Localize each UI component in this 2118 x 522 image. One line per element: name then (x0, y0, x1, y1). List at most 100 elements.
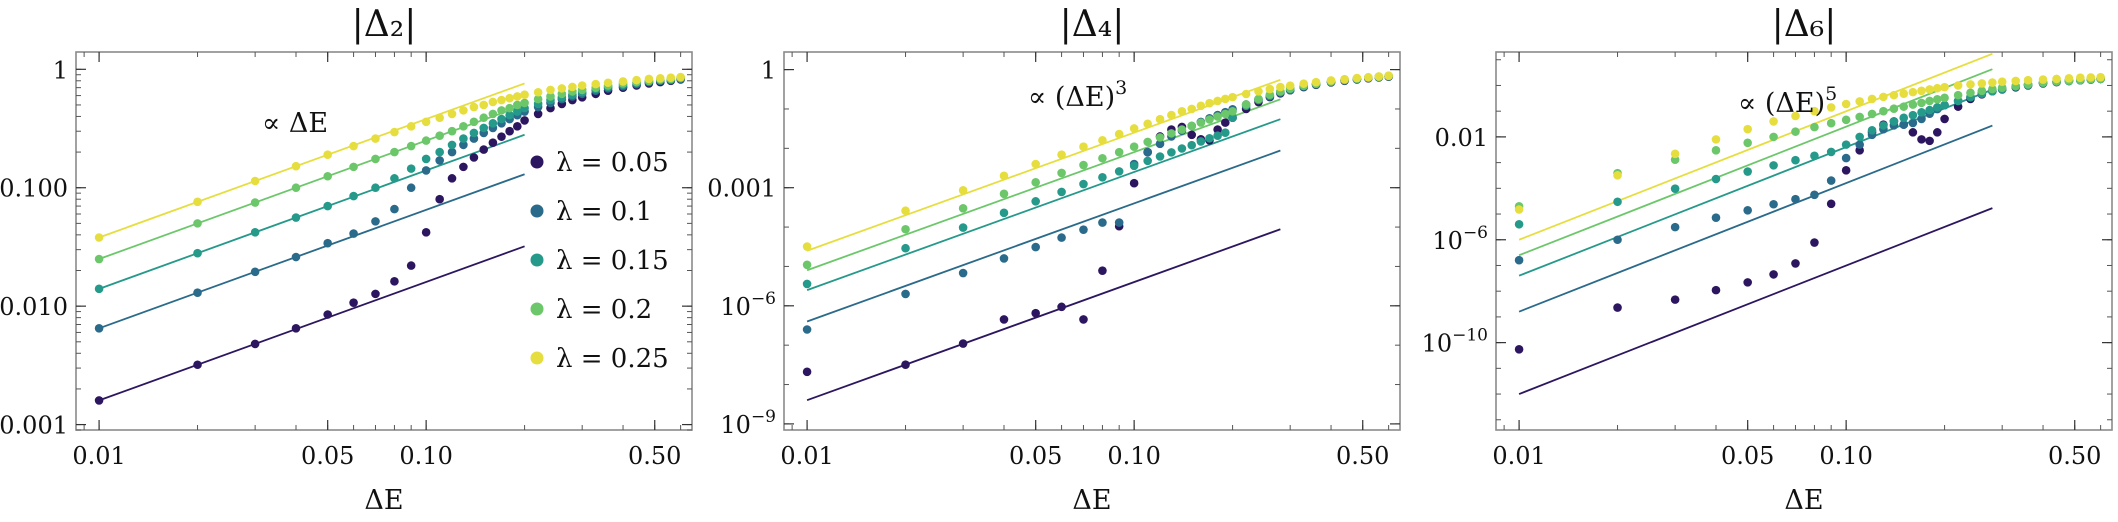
data-point (1925, 105, 1934, 115)
fit-line (1518, 124, 1993, 313)
y-tick-label: 1 (53, 56, 68, 84)
data-point (1743, 278, 1752, 287)
legend-entry: λ = 0.25 (530, 344, 669, 374)
data-point (371, 183, 380, 193)
panel-delta6: |Δ₆| 0.01 0.05 0.10 0.50 10−10 10−6 0.01 ∝ (ΔE… (1422, 4, 2113, 516)
data-point (958, 339, 968, 348)
data-point (644, 74, 654, 84)
data-point (1228, 113, 1237, 123)
data-point (802, 367, 812, 377)
y-tick-label: 10−6 (720, 289, 776, 321)
data-point (390, 127, 399, 137)
data-point (250, 176, 260, 186)
data-point (1031, 159, 1040, 169)
data-point (1810, 122, 1819, 132)
data-point (1940, 93, 1949, 103)
data-point (435, 194, 444, 204)
data-point (1933, 128, 1942, 137)
plot-frame (75, 51, 693, 431)
data-point (1855, 140, 1864, 149)
data-point (1155, 139, 1165, 149)
x-tick-label: 0.10 (399, 442, 452, 470)
data-point (1841, 153, 1851, 163)
data-point (1167, 110, 1176, 120)
data-point (1213, 112, 1222, 121)
scaling-annotation: ∝ ΔE (262, 108, 328, 139)
data-point (406, 164, 416, 173)
data-point (1364, 72, 1373, 82)
fit-line (806, 118, 1281, 291)
data-point (1613, 235, 1622, 245)
data-point (1826, 118, 1836, 128)
data-point (1299, 79, 1309, 88)
data-point (193, 360, 202, 370)
data-point (958, 203, 968, 213)
legend-label: λ = 0.1 (556, 197, 652, 227)
y-tick-label: 1 (761, 57, 776, 85)
data-point (406, 183, 416, 193)
data-point (1241, 89, 1251, 99)
data-point (513, 122, 522, 131)
data-point (1143, 156, 1152, 166)
data-point (1613, 171, 1622, 180)
data-point (1769, 161, 1778, 170)
data-point (1855, 132, 1864, 142)
data-point (1155, 133, 1165, 142)
data-point (1769, 117, 1778, 126)
data-point (1769, 132, 1778, 142)
data-point (958, 185, 968, 195)
data-point (1889, 104, 1899, 113)
data-point (1908, 87, 1918, 97)
data-point (1977, 86, 1987, 96)
data-point (1826, 103, 1836, 112)
y-tick-label: 10−10 (1422, 326, 1488, 358)
data-point (1925, 136, 1934, 146)
data-point (421, 136, 431, 145)
data-point (557, 84, 567, 93)
data-point (2096, 72, 2105, 82)
data-point (1031, 308, 1040, 318)
data-point (520, 98, 529, 108)
data-point (390, 204, 399, 214)
data-point (802, 279, 812, 289)
data-point (520, 116, 529, 125)
data-point (459, 140, 468, 150)
data-point (1187, 121, 1197, 131)
data-point (447, 174, 457, 183)
fit-line (806, 228, 1281, 402)
data-point (1988, 84, 1997, 94)
data-points (1514, 72, 2105, 354)
data-point (999, 208, 1009, 218)
legend-marker (530, 155, 544, 169)
data-point (469, 117, 479, 127)
panel-delta4: |Δ₄| 0.01 0.05 0.10 0.50 10−9 10−6 0.001 1 ∝ (Δ… (707, 4, 1401, 516)
y-tick-label: 0.100 (0, 175, 68, 203)
data-point (505, 93, 514, 103)
data-point (193, 219, 202, 228)
data-point (999, 171, 1009, 181)
data-point (193, 248, 202, 258)
data-point (1057, 187, 1066, 197)
fit-line (98, 173, 525, 330)
data-point (591, 79, 601, 89)
data-point (291, 161, 301, 171)
data-point (1997, 83, 2007, 92)
data-point (1187, 104, 1197, 114)
data-point (94, 233, 104, 242)
data-point (1221, 94, 1230, 104)
data-point (1254, 87, 1263, 96)
data-point (1711, 135, 1721, 144)
data-point (533, 94, 543, 104)
legend-label: λ = 0.2 (556, 295, 652, 325)
data-point (1196, 101, 1206, 111)
data-point (1711, 213, 1721, 223)
data-point (1867, 126, 1877, 135)
data-point (1940, 100, 1949, 110)
data-point (94, 284, 104, 294)
scaling-annotation: ∝ (ΔE)3 (1028, 77, 1127, 113)
data-point (1966, 80, 1975, 89)
data-point (1917, 98, 1926, 108)
data-point (1098, 218, 1107, 227)
data-point (1613, 303, 1622, 312)
data-point (505, 110, 514, 120)
